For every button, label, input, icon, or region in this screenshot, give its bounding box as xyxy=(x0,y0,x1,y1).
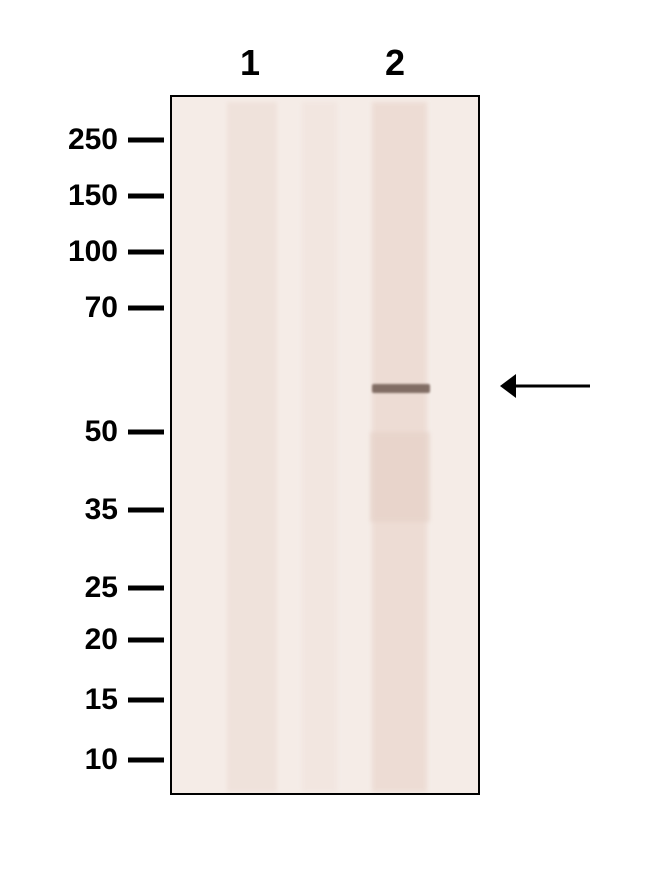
lane-label-2: 2 xyxy=(385,42,405,84)
mw-label: 70 xyxy=(85,291,118,325)
blot-frame xyxy=(170,95,480,795)
mw-label: 20 xyxy=(85,623,118,657)
mw-tick xyxy=(128,306,164,311)
mw-tick xyxy=(128,638,164,643)
mw-label: 15 xyxy=(85,683,118,717)
blot-canvas: 1 2 250 150 100 70 50 35 25 20 15 10 xyxy=(0,0,650,870)
mw-label: 35 xyxy=(85,493,118,527)
mw-tick xyxy=(128,508,164,513)
protein-band xyxy=(372,384,430,393)
blot-background xyxy=(172,97,478,793)
mw-label: 25 xyxy=(85,571,118,605)
band-arrow-line xyxy=(510,385,590,388)
lane-smudge xyxy=(227,102,277,792)
mw-tick xyxy=(128,250,164,255)
lane-smudge xyxy=(370,432,430,522)
mw-label: 100 xyxy=(68,235,118,269)
mw-tick xyxy=(128,698,164,703)
mw-label: 50 xyxy=(85,415,118,449)
mw-label: 10 xyxy=(85,743,118,777)
mw-tick xyxy=(128,194,164,199)
mw-label: 150 xyxy=(68,179,118,213)
mw-tick xyxy=(128,138,164,143)
mw-label: 250 xyxy=(68,123,118,157)
lane-label-1: 1 xyxy=(240,42,260,84)
lane-smudge xyxy=(302,102,337,792)
mw-tick xyxy=(128,758,164,763)
mw-tick xyxy=(128,586,164,591)
mw-tick xyxy=(128,430,164,435)
band-arrow-head xyxy=(500,374,516,398)
